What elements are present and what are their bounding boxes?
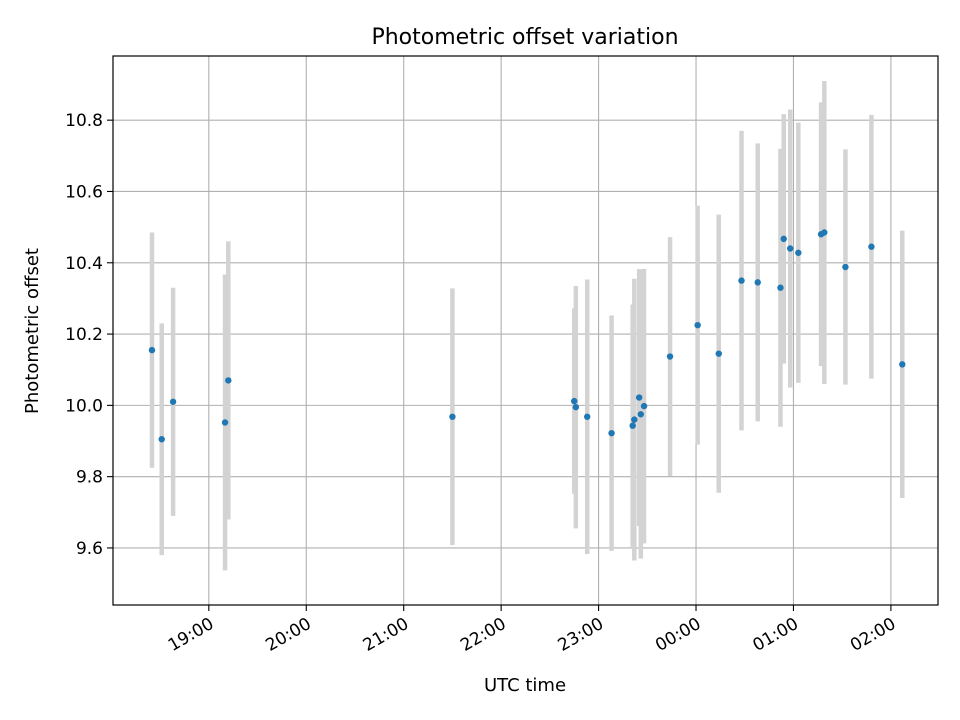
data-point — [584, 413, 591, 420]
data-point — [780, 235, 787, 243]
data-point — [225, 377, 232, 384]
data-point — [169, 398, 177, 405]
data-point — [571, 397, 578, 405]
data-point — [666, 353, 674, 360]
data-point — [572, 403, 580, 411]
data-point — [637, 411, 645, 418]
y-axis-label: Photometric offset — [22, 248, 43, 414]
data-point — [738, 277, 745, 284]
data-point — [635, 394, 643, 401]
x-axis-label: UTC time — [484, 675, 566, 696]
y-tick-label: 9.8 — [76, 468, 103, 488]
data-point — [754, 279, 761, 286]
data-point — [787, 245, 794, 252]
data-point — [795, 249, 802, 256]
y-tick-label: 10.2 — [65, 325, 103, 345]
data-point — [821, 229, 828, 236]
data-points — [148, 229, 906, 443]
data-point — [158, 436, 165, 443]
y-tick-label: 10.8 — [65, 111, 103, 131]
data-point — [842, 263, 849, 271]
data-point — [715, 350, 722, 357]
y-tick-label: 10.6 — [65, 182, 103, 202]
data-point — [608, 429, 615, 437]
data-point — [868, 243, 875, 250]
y-tick-label: 10.4 — [65, 254, 103, 274]
chart-title: Photometric offset variation — [371, 25, 678, 50]
y-tick-label: 10.0 — [65, 396, 103, 416]
data-point — [221, 419, 229, 426]
y-axis-ticks: 9.6 9.8 10.0 10.2 10.4 10.6 10.8 — [65, 111, 113, 559]
data-point — [629, 422, 636, 429]
data-point — [899, 361, 906, 368]
data-point — [640, 402, 648, 410]
data-point — [631, 416, 638, 423]
data-point — [777, 284, 784, 291]
data-point — [449, 413, 456, 420]
data-point — [148, 346, 156, 354]
data-point — [694, 321, 701, 329]
plot-frame — [112, 55, 939, 606]
y-tick-label: 9.6 — [76, 539, 103, 559]
